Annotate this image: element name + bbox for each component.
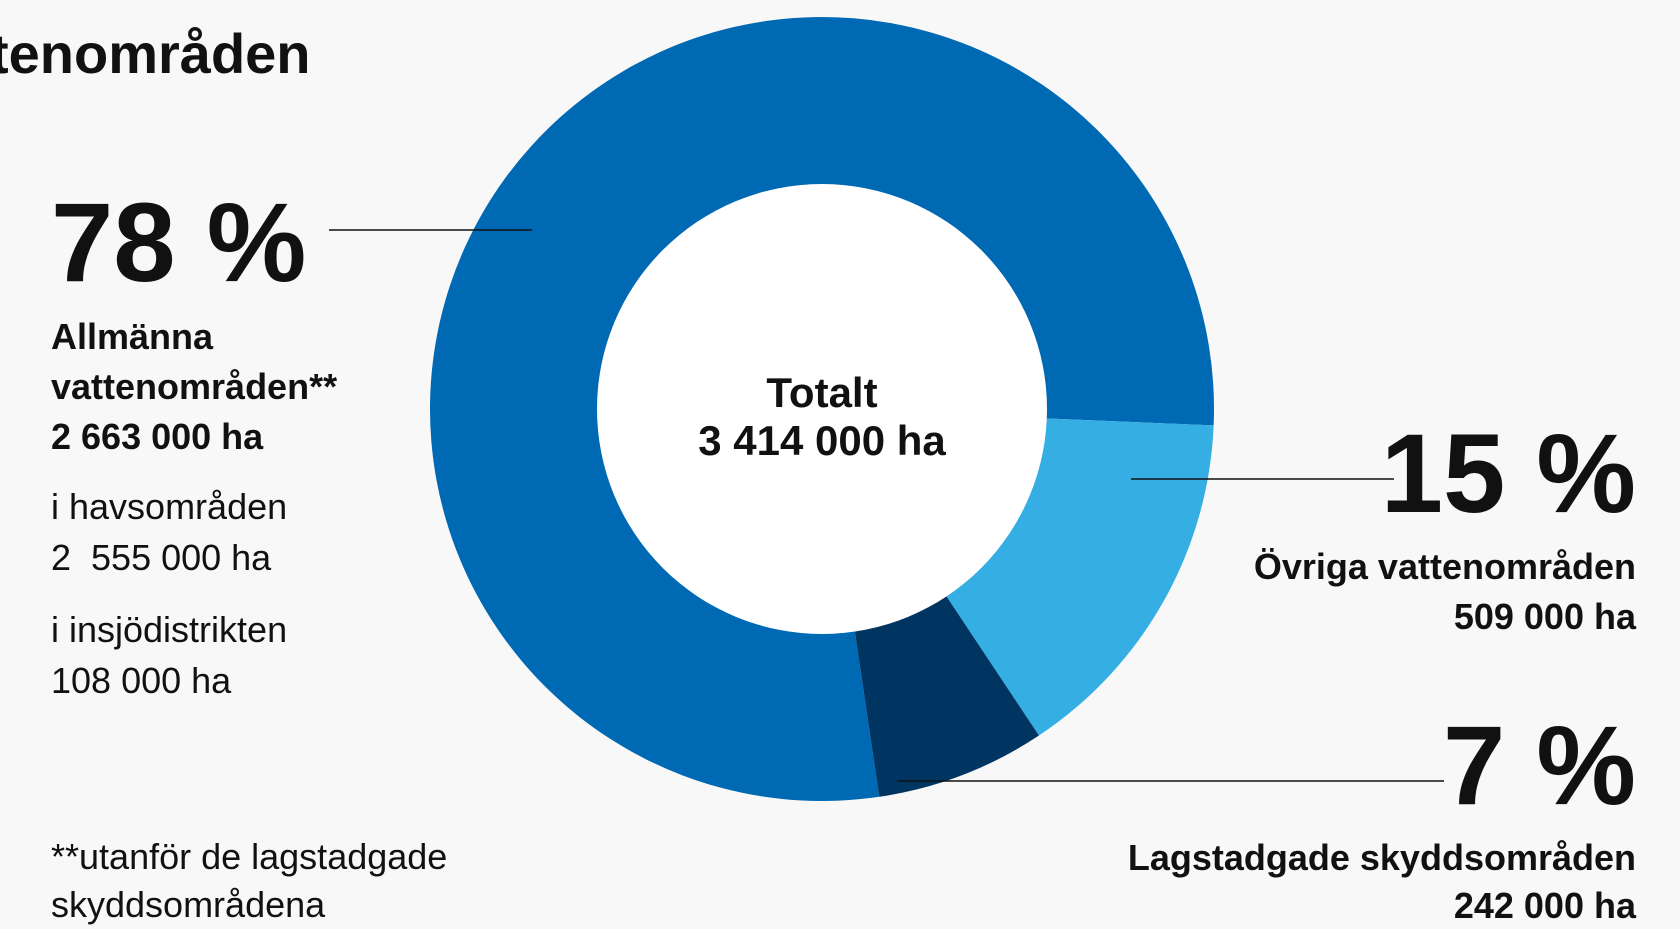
detail-label: i havsområden — [51, 486, 288, 527]
footnote: **utanför de lagstadgade skyddsområdena — [51, 836, 448, 925]
donut-hole — [597, 184, 1047, 634]
category-name: Övriga vattenområden — [1254, 546, 1636, 587]
detail-label: i insjödistrikten — [51, 609, 288, 650]
detail-area: 2 555 000 ha — [51, 537, 272, 578]
percent-label: 78 % — [51, 180, 306, 305]
category-name: Lagstadgade skyddsområden — [1128, 837, 1636, 878]
category-area: 242 000 ha — [1454, 885, 1637, 925]
category-area: 509 000 ha — [1454, 596, 1637, 637]
category-area: 2 663 000 ha — [51, 416, 264, 457]
title: tenområden — [0, 22, 311, 85]
percent-label: 15 % — [1381, 411, 1636, 536]
center-label: Totalt — [766, 369, 877, 416]
category-name: Allmänna vattenområden** — [51, 316, 338, 407]
detail-area: 108 000 ha — [51, 660, 232, 701]
center-total: 3 414 000 ha — [698, 417, 946, 464]
percent-label: 7 % — [1443, 703, 1636, 828]
